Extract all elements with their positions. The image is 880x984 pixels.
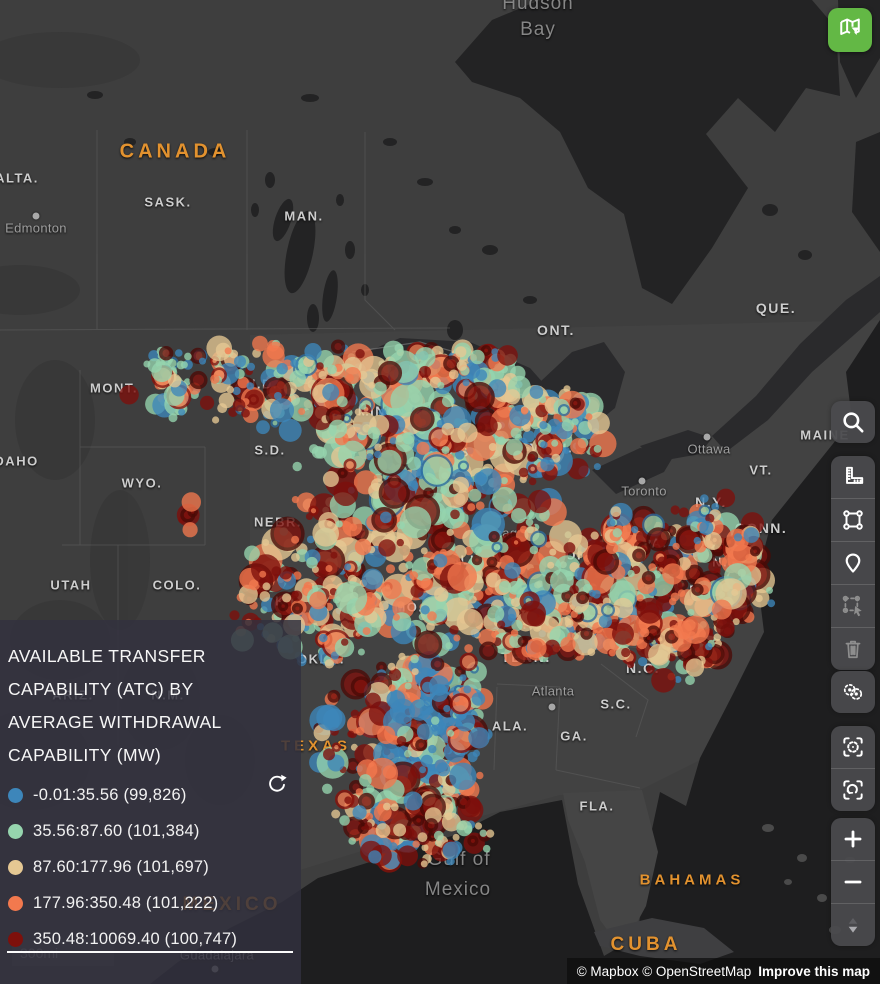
toolbar-group-zoom-controls bbox=[831, 818, 875, 946]
attribution: © Mapbox © OpenStreetMap Improve this ma… bbox=[566, 958, 880, 984]
legend-class-label: 177.96:350.48 (101,222) bbox=[33, 893, 219, 912]
legend-items: -0.01:35.56 (99,826) 35.56:87.60 (101,384… bbox=[0, 777, 301, 957]
pitch-toggle-button[interactable] bbox=[831, 903, 875, 946]
legend-class-label: 87.60:177.96 (101,697) bbox=[33, 857, 209, 876]
legend-class-label: 35.56:87.60 (101,384) bbox=[33, 821, 200, 840]
legend-item[interactable]: 350.48:10069.40 (100,747) bbox=[0, 921, 301, 957]
minus-icon bbox=[840, 869, 866, 895]
measure-button[interactable] bbox=[831, 456, 875, 498]
draw-polygon-button[interactable] bbox=[831, 498, 875, 541]
zoom-out-button[interactable] bbox=[831, 860, 875, 903]
search-icon bbox=[840, 409, 866, 435]
legend-title-line: CAPABILITY (MW) bbox=[8, 745, 162, 765]
refresh-icon[interactable] bbox=[265, 772, 289, 796]
improve-map-link[interactable]: Improve this map bbox=[758, 963, 870, 979]
legend-item[interactable]: 87.60:177.96 (101,697) bbox=[0, 849, 301, 885]
polygon-icon bbox=[840, 507, 866, 533]
legend-item[interactable]: 35.56:87.60 (101,384) bbox=[0, 813, 301, 849]
legend-class-dot bbox=[8, 859, 23, 875]
legend-panel: AVAILABLE TRANSFER CAPABILITY (ATC) BY AVE… bbox=[0, 620, 301, 984]
map-filter-button[interactable] bbox=[828, 8, 872, 52]
reset-view-button[interactable] bbox=[831, 768, 875, 811]
lasso-icon bbox=[840, 679, 866, 705]
edit-shape-button[interactable] bbox=[831, 584, 875, 627]
map-filter-icon bbox=[835, 13, 865, 48]
legend-title-line: AVAILABLE TRANSFER bbox=[8, 646, 206, 666]
rotate-icon bbox=[840, 777, 866, 803]
focus-icon bbox=[840, 734, 866, 760]
legend-title: AVAILABLE TRANSFER CAPABILITY (ATC) BY AVE… bbox=[0, 620, 301, 772]
toolbar-group-search bbox=[831, 401, 875, 443]
legend-class-dot bbox=[8, 823, 23, 839]
delete-shape-button[interactable] bbox=[831, 627, 875, 670]
legend-class-dot bbox=[8, 931, 23, 947]
select-icon bbox=[840, 593, 866, 619]
toolbar-group-lasso bbox=[831, 671, 875, 713]
legend-item[interactable]: 177.96:350.48 (101,222) bbox=[0, 885, 301, 921]
legend-item[interactable]: -0.01:35.56 (99,826) bbox=[0, 777, 301, 813]
fit-bounds-button[interactable] bbox=[831, 726, 875, 768]
legend-divider bbox=[7, 951, 293, 953]
ruler-icon bbox=[840, 464, 866, 490]
lasso-select-button[interactable] bbox=[831, 671, 875, 713]
legend-class-dot bbox=[8, 787, 23, 803]
plus-icon bbox=[840, 826, 866, 852]
legend-title-line: CAPABILITY (ATC) BY bbox=[8, 679, 194, 699]
legend-class-label: 350.48:10069.40 (100,747) bbox=[33, 929, 238, 948]
toolbar-group-view-tools bbox=[831, 726, 875, 811]
search-button[interactable] bbox=[831, 401, 875, 443]
pitch-icon bbox=[840, 912, 866, 938]
legend-title-line: AVERAGE WITHDRAWAL bbox=[8, 712, 222, 732]
trash-icon bbox=[840, 636, 866, 662]
legend-class-dot bbox=[8, 895, 23, 911]
attribution-text[interactable]: © Mapbox © OpenStreetMap bbox=[576, 963, 752, 979]
toolbar-group-draw-tools bbox=[831, 456, 875, 670]
zoom-in-button[interactable] bbox=[831, 818, 875, 860]
legend-class-label: -0.01:35.56 (99,826) bbox=[33, 785, 187, 804]
drop-marker-button[interactable] bbox=[831, 541, 875, 584]
marker-icon bbox=[840, 550, 866, 576]
